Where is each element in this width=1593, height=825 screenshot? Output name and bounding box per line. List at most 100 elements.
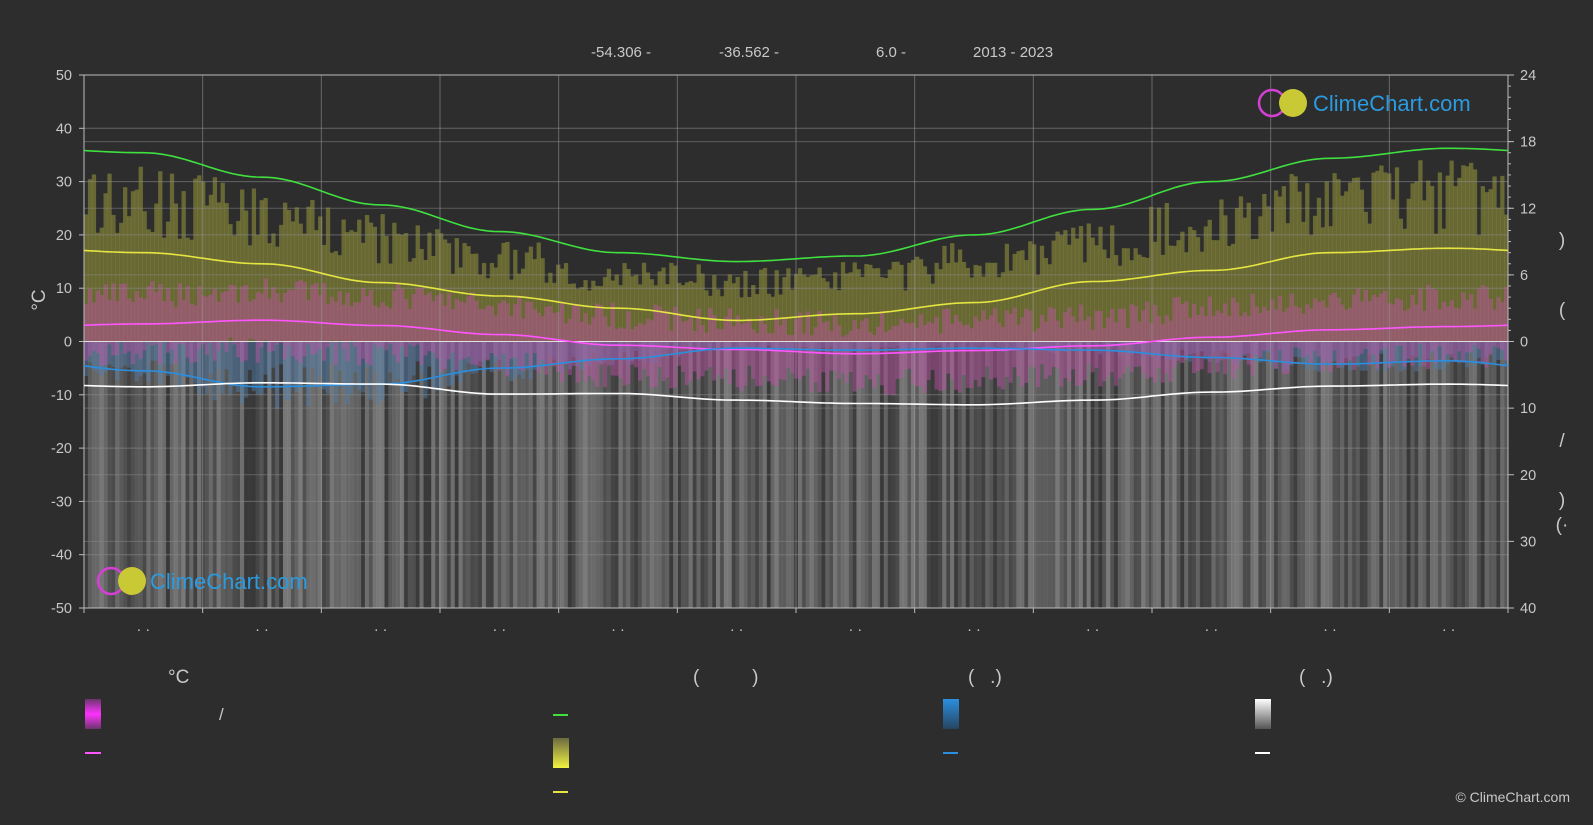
- sunshine-bar: [942, 245, 947, 342]
- sunshine-bar: [1445, 175, 1450, 342]
- sunshine-bar: [1227, 245, 1232, 342]
- sunshine-bar: [275, 246, 280, 342]
- rain-bar: [380, 341, 385, 400]
- sunshine-bar: [321, 244, 327, 342]
- temp-range-bar: [665, 310, 670, 378]
- rain-bar: [267, 341, 272, 388]
- sunshine-bar: [150, 231, 155, 342]
- temp-range-bar: [216, 301, 221, 351]
- rain-bar: [450, 341, 456, 385]
- sunshine-bar: [1484, 192, 1489, 342]
- sunshine-bar: [329, 252, 335, 342]
- temp-range-bar: [1488, 298, 1493, 355]
- rain-bar: [1234, 341, 1240, 364]
- sunshine-bar: [1141, 256, 1146, 342]
- sunshine-bar: [407, 261, 413, 342]
- temp-range-bar: [1074, 322, 1080, 387]
- rain-bar: [435, 341, 440, 391]
- sunshine-bar: [1047, 264, 1052, 342]
- temp-range-bar: [1152, 304, 1158, 383]
- temp-range-bar: [236, 302, 241, 358]
- sunshine-bar: [1152, 241, 1158, 342]
- legend-header-snow: ( .): [1299, 667, 1333, 688]
- temp-range-bar: [532, 308, 537, 354]
- temp-range-bar: [146, 286, 151, 342]
- sunshine-bar: [1281, 186, 1287, 342]
- rain-bar: [1379, 341, 1384, 354]
- temp-range-bar: [240, 286, 245, 363]
- sunshine-bar: [719, 296, 725, 342]
- temp-range-bar: [622, 328, 627, 386]
- rain-bar: [797, 341, 803, 346]
- sunshine-bar: [1129, 260, 1134, 342]
- sunshine-bar: [571, 283, 576, 342]
- rain-bar: [735, 341, 740, 351]
- sunshine-bar: [435, 229, 440, 342]
- rain-bar: [1176, 341, 1181, 359]
- temp-range-bar: [1086, 316, 1091, 364]
- left-tick-label: 50: [56, 68, 72, 84]
- sunshine-bar: [224, 203, 229, 342]
- temp-range-bar: [1160, 324, 1166, 383]
- rain-bar: [743, 341, 748, 350]
- sunshine-bar: [439, 233, 444, 342]
- temp-range-bar: [825, 320, 830, 392]
- month-tick-label: · ·: [374, 622, 388, 638]
- sunshine-bar: [836, 290, 842, 342]
- sunshine-bar: [497, 254, 502, 342]
- legend-swatch-sunshine-range: [553, 738, 569, 768]
- temp-range-bar: [197, 285, 202, 350]
- sunshine-bar: [743, 270, 748, 342]
- sunshine-bar: [977, 265, 982, 342]
- rain-bar: [1433, 341, 1439, 369]
- sunshine-bar: [1121, 248, 1127, 342]
- logo-text: ClimeChart.com: [1313, 91, 1471, 116]
- rain-bar: [844, 341, 850, 354]
- temp-range-bar: [142, 299, 147, 351]
- sunshine-bar: [173, 203, 179, 342]
- temp-range-bar: [458, 301, 463, 361]
- temp-range-bar: [333, 302, 338, 365]
- rain-bar: [887, 341, 892, 348]
- temp-range-bar: [1051, 308, 1056, 367]
- rain-bar: [907, 341, 912, 349]
- rain-bar: [111, 341, 116, 368]
- temp-range-bar: [1164, 315, 1169, 374]
- temp-range-bar: [1293, 305, 1298, 348]
- rain-bar: [669, 341, 674, 356]
- rain-bar: [778, 341, 783, 350]
- rain-bar: [431, 341, 436, 390]
- sunshine-bar: [220, 182, 225, 342]
- sunshine-bar: [1039, 245, 1045, 342]
- sunshine-bar: [1340, 195, 1345, 342]
- temp-range-bar: [797, 312, 803, 380]
- rain-bar: [805, 341, 811, 347]
- temp-range-bar: [1320, 300, 1326, 372]
- rain-bar: [739, 341, 744, 349]
- left-tick-label: -50: [51, 601, 72, 617]
- sunshine-bar: [1199, 251, 1205, 342]
- sunshine-bar: [903, 290, 908, 342]
- sunshine-bar: [267, 243, 272, 342]
- temp-range-bar: [645, 318, 651, 377]
- sunshine-bar: [879, 277, 885, 342]
- temp-range-bar: [263, 278, 268, 341]
- rain-bar: [528, 341, 534, 379]
- sunshine-bar: [1035, 274, 1041, 342]
- temp-range-bar: [1406, 308, 1411, 359]
- rain-bar: [134, 341, 140, 382]
- sunshine-bar: [559, 268, 565, 342]
- sunshine-bar: [345, 232, 350, 342]
- rain-bar: [1246, 341, 1251, 354]
- temp-range-bar: [1184, 301, 1189, 360]
- right-axis-labels: ) ( / ) (·: [1556, 230, 1569, 536]
- rain-bar: [1043, 341, 1049, 348]
- temp-range-bar: [583, 313, 588, 382]
- sunshine-bar: [1468, 162, 1474, 342]
- temp-range-bar: [1012, 307, 1017, 368]
- rain-bar: [1414, 341, 1419, 372]
- sunshine-bar: [1504, 214, 1509, 342]
- temp-range-bar: [177, 283, 182, 345]
- rain-bar: [372, 341, 377, 371]
